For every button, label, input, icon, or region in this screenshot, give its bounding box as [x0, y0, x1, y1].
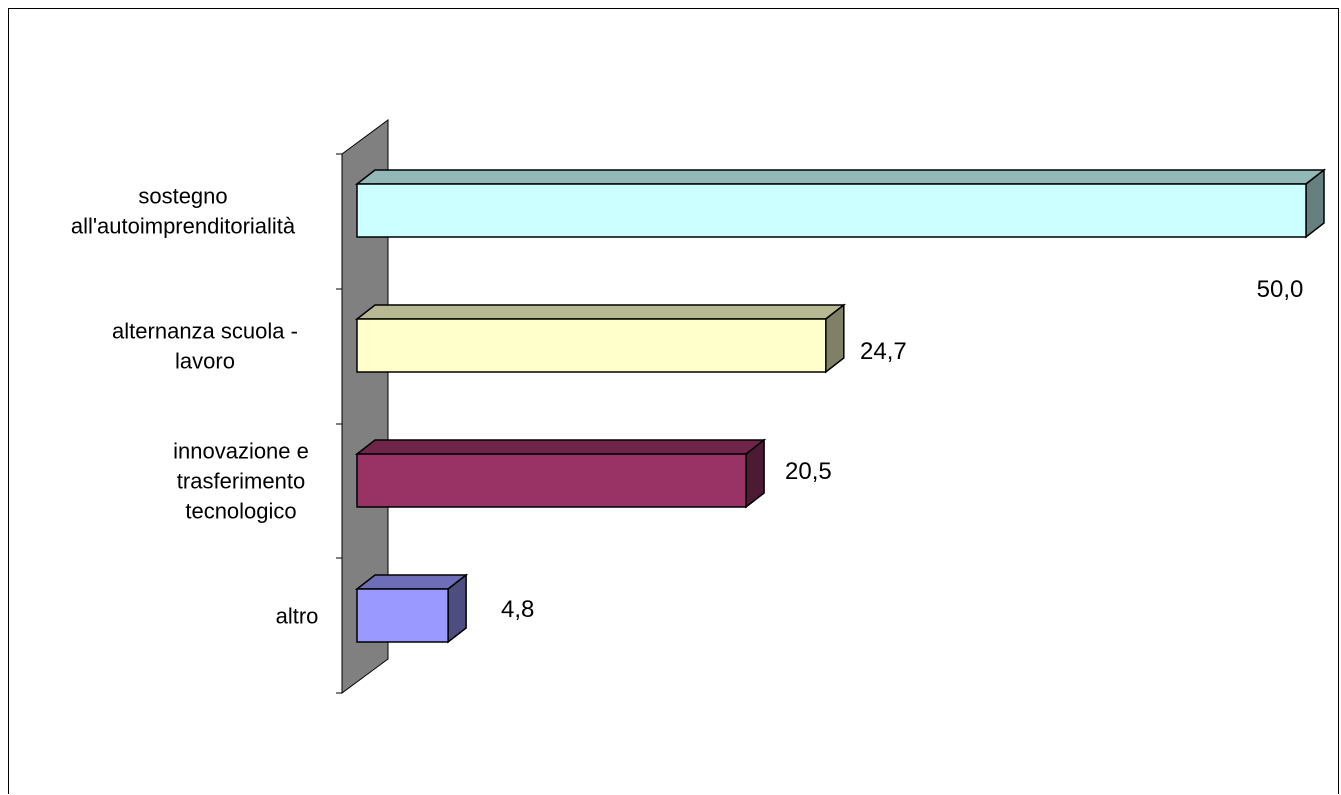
category-label-line: sostegno: [138, 184, 227, 209]
bar-top-face: [354, 439, 767, 455]
data-label: 24,7: [860, 338, 907, 365]
data-label: 4,8: [501, 596, 534, 623]
category-label: altro: [276, 604, 319, 629]
data-label: 50,0: [1257, 276, 1304, 303]
chart-frame: [8, 8, 1339, 794]
data-label: 20,5: [785, 458, 832, 485]
bar-top-face: [354, 169, 1327, 185]
bar-top-face: [354, 304, 846, 320]
category-label-line: innovazione e: [173, 439, 309, 464]
category-label: alternanza scuola - lavoro: [112, 319, 298, 374]
bar: [356, 318, 827, 373]
category-label-line: all'autoimprenditorialità: [71, 214, 296, 239]
category-label: innovazione e trasferimento tecnologico: [173, 439, 309, 524]
category-label: sostegno all'autoimprenditorialità: [71, 184, 296, 239]
category-label-line: altro: [276, 604, 319, 629]
bar: [356, 588, 449, 643]
bar: [356, 453, 747, 508]
category-label-line: trasferimento: [177, 469, 305, 494]
axis-wall: [341, 119, 389, 694]
category-label-line: lavoro: [175, 349, 235, 374]
category-label-line: alternanza scuola -: [112, 319, 298, 344]
category-label-line: tecnologico: [185, 499, 296, 524]
bar: [356, 183, 1307, 238]
